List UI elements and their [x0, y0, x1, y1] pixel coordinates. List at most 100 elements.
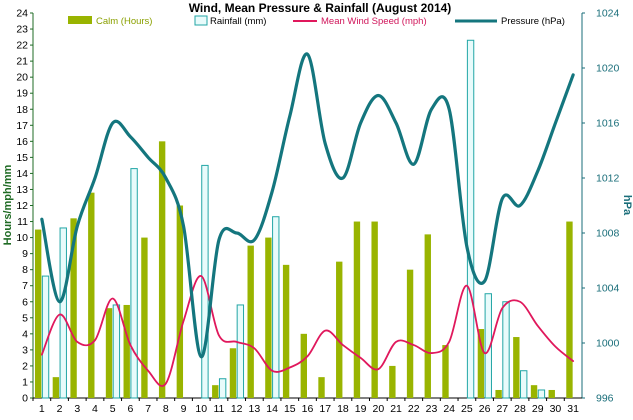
y2-tick-label: 1012 [596, 173, 620, 185]
pressure-line [40, 52, 575, 359]
x-tick-label: 7 [145, 403, 151, 415]
right-axis: 996 1000 1004 1008 1012 1016 1020 1024 [581, 8, 620, 405]
y2-tick-label: 1008 [596, 228, 620, 240]
y-tick-label: 8 [22, 264, 28, 276]
calm-bar [229, 348, 237, 398]
legend-label: Pressure (hPa) [501, 16, 565, 27]
rainfall-bar [484, 293, 492, 399]
y-tick-label: 23 [16, 24, 28, 36]
x-tick-label: 24 [443, 403, 455, 415]
y-tick-label: 20 [16, 72, 28, 84]
legend: Calm (Hours) Rainfall (mm) Mean Wind Speed… [68, 15, 565, 27]
calm-bar [300, 333, 307, 398]
x-tick-label: 20 [372, 403, 384, 415]
x-tick-label: 2 [57, 403, 63, 415]
y-tick-label: 15 [16, 152, 28, 164]
x-tick-label: 11 [213, 403, 224, 415]
x-tick-label: 5 [110, 403, 116, 415]
calm-bar [424, 234, 431, 398]
legend-swatch-calm [68, 16, 92, 24]
calm-bar [336, 261, 343, 398]
y-tick-label: 1 [22, 376, 28, 388]
y2-tick-label: 1024 [596, 8, 620, 20]
x-tick-label: 3 [74, 403, 80, 415]
y2-tick-label: 1020 [596, 63, 620, 75]
legend-item: Pressure (hPa) [455, 16, 565, 27]
calm-bar [70, 218, 77, 398]
x-tick-label: 27 [496, 403, 508, 415]
bars-layer [34, 39, 573, 399]
x-tick-label: 31 [567, 403, 579, 415]
y-tick-label: 2 [22, 360, 28, 372]
y-tick-label: 13 [16, 184, 28, 196]
legend-item: Calm (Hours) [68, 16, 152, 27]
x-tick-label: 25 [461, 403, 473, 415]
y2-tick-label: 1016 [596, 118, 620, 130]
calm-bar [158, 141, 166, 399]
x-tick-label: 21 [390, 403, 402, 415]
y-tick-label: 14 [16, 168, 28, 180]
y-tick-label: 5 [22, 312, 28, 324]
y-tick-label: 10 [16, 232, 28, 244]
y-tick-label: 6 [22, 296, 28, 308]
y-tick-label: 24 [16, 8, 28, 20]
x-tick-label: 12 [231, 403, 243, 415]
rainfall-bar [520, 370, 528, 399]
rainfall-bar [236, 304, 245, 399]
legend-label: Mean Wind Speed (mph) [321, 16, 427, 27]
calm-bar [88, 192, 95, 398]
rainfall-series [41, 39, 546, 399]
y2-tick-label: 996 [596, 393, 614, 405]
calm-bar [52, 377, 60, 398]
legend-swatch-rainfall [194, 15, 208, 26]
y-tick-label: 4 [22, 328, 28, 340]
x-tick-label: 14 [266, 403, 278, 415]
y-tick-label: 18 [16, 104, 28, 116]
legend-label: Calm (Hours) [96, 16, 152, 27]
y-tick-label: 3 [22, 344, 28, 356]
x-tick-label: 26 [479, 403, 491, 415]
y-tick-label: 12 [16, 200, 28, 212]
calm-hours-series [34, 141, 573, 399]
x-tick-label: 22 [408, 403, 420, 415]
calm-bar [176, 205, 184, 398]
x-tick-label: 15 [284, 403, 296, 415]
calm-bar [123, 304, 130, 398]
rainfall-bar [112, 304, 121, 399]
y-tick-label: 0 [22, 393, 28, 405]
x-tick-label: 30 [550, 403, 562, 415]
calm-bar [265, 237, 272, 398]
y2-axis-title: hPa [621, 195, 633, 216]
y-tick-label: 7 [22, 280, 28, 292]
rainfall-bar [502, 301, 510, 399]
chart-title: Wind, Mean Pressure & Rainfall (August 2… [189, 1, 452, 15]
calm-bar [318, 377, 325, 398]
y2-tick-label: 1004 [596, 283, 620, 295]
x-axis: 1 2 3 4 5 6 7 8 9 10 11 12 13 14 15 16 17 18 19 20 21 22 23 24 2… [32, 397, 582, 415]
y-tick-label: 11 [17, 216, 28, 228]
x-tick-label: 1 [39, 403, 45, 415]
y-tick-label: 22 [16, 40, 28, 52]
x-tick-label: 29 [532, 403, 544, 415]
calm-bar [371, 221, 378, 398]
x-tick-label: 6 [127, 403, 133, 415]
calm-bar [406, 269, 414, 398]
calm-bar [34, 229, 42, 398]
legend-item: Rainfall (mm) [194, 15, 266, 27]
calm-bar [247, 245, 254, 398]
calm-bar [389, 365, 396, 398]
wind-speed-line [40, 275, 575, 387]
calm-bar [353, 221, 361, 398]
x-tick-label: 10 [195, 403, 207, 415]
x-tick-label: 17 [319, 403, 331, 415]
rainfall-bar [537, 389, 546, 399]
calm-bar [513, 337, 520, 398]
legend-item: Mean Wind Speed (mph) [293, 16, 427, 27]
calm-bar [530, 385, 538, 398]
calm-bar [548, 389, 555, 398]
calm-bar [282, 264, 290, 398]
y-tick-label: 19 [16, 88, 28, 100]
calm-bar [141, 237, 148, 398]
